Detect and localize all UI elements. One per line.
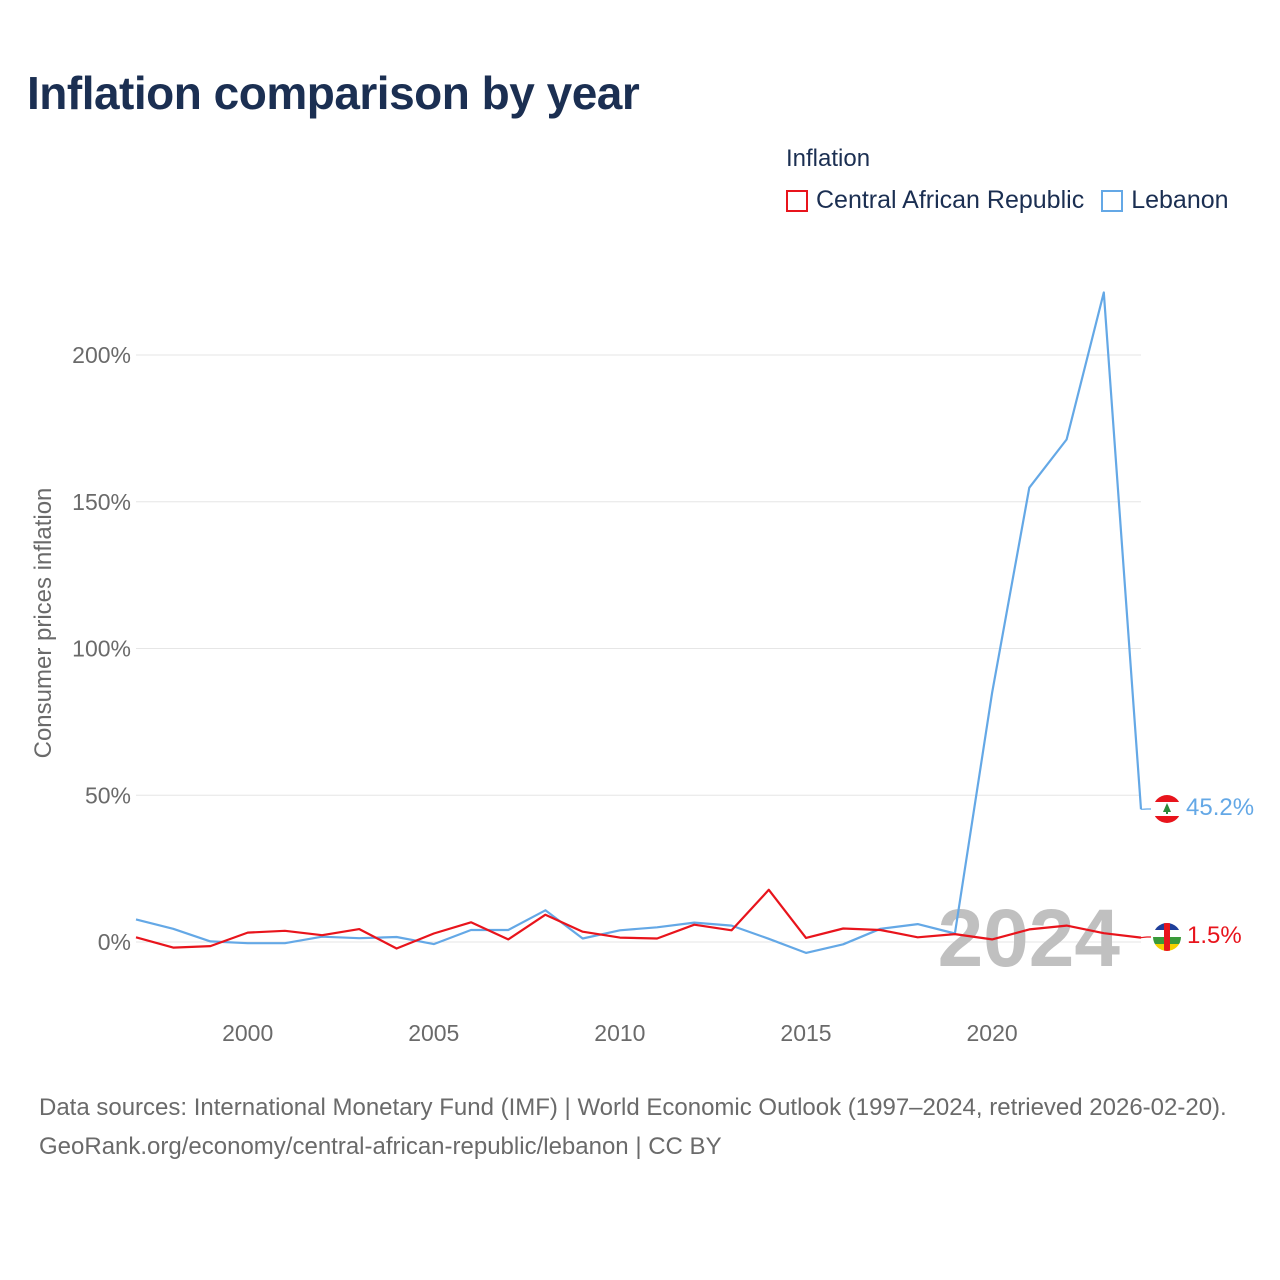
y-tick-label: 0%	[98, 929, 131, 955]
legend-title: Inflation	[786, 145, 871, 172]
legend-item-central-african-republic[interactable]: Central African Republic	[786, 186, 1084, 215]
lebanon-end-value: 45.2%	[1186, 794, 1254, 821]
year-watermark: 2024	[938, 893, 1121, 984]
legend-swatch-central-african-republic	[786, 189, 808, 212]
x-tick-label: 2000	[222, 1020, 273, 1046]
y-tick-label: 100%	[72, 636, 131, 662]
legend: Central African Republic Lebanon	[786, 186, 1246, 215]
legend-label-central-african-republic: Central African Republic	[816, 186, 1085, 214]
x-tick-label: 2020	[967, 1020, 1018, 1046]
lebanon-flag-icon	[1153, 795, 1181, 823]
end-leader-line	[1140, 936, 1151, 939]
car-end-value: 1.5%	[1187, 922, 1242, 949]
y-axis-label: Consumer prices inflation	[30, 488, 57, 759]
data-sources-note: Data sources: International Monetary Fun…	[39, 1094, 1227, 1121]
credit-link[interactable]: GeoRank.org/economy/central-african-repu…	[39, 1133, 722, 1160]
central-african-republic-flag-icon	[1153, 923, 1181, 951]
y-tick-label: 150%	[72, 489, 131, 515]
y-tick-label: 50%	[85, 782, 131, 808]
legend-label-lebanon: Lebanon	[1131, 186, 1229, 214]
inflation-line-chart: 2024 0% 50% 100% 150% 200% 2000 2005 2010 2015 20…	[30, 291, 1254, 1046]
legend-swatch-lebanon	[1101, 189, 1124, 212]
footer: Data sources: International Monetary Fun…	[39, 1088, 1249, 1166]
x-tick-label: 2005	[408, 1020, 459, 1046]
legend-item-lebanon[interactable]: Lebanon	[1101, 186, 1229, 215]
chart-title: Inflation comparison by year	[27, 67, 640, 119]
series-line-central-african-republic[interactable]	[135, 888, 1142, 950]
y-tick-label: 200%	[72, 342, 131, 368]
series-line-lebanon[interactable]	[135, 291, 1143, 955]
x-tick-label: 2015	[780, 1020, 831, 1046]
x-tick-label: 2010	[594, 1020, 645, 1046]
